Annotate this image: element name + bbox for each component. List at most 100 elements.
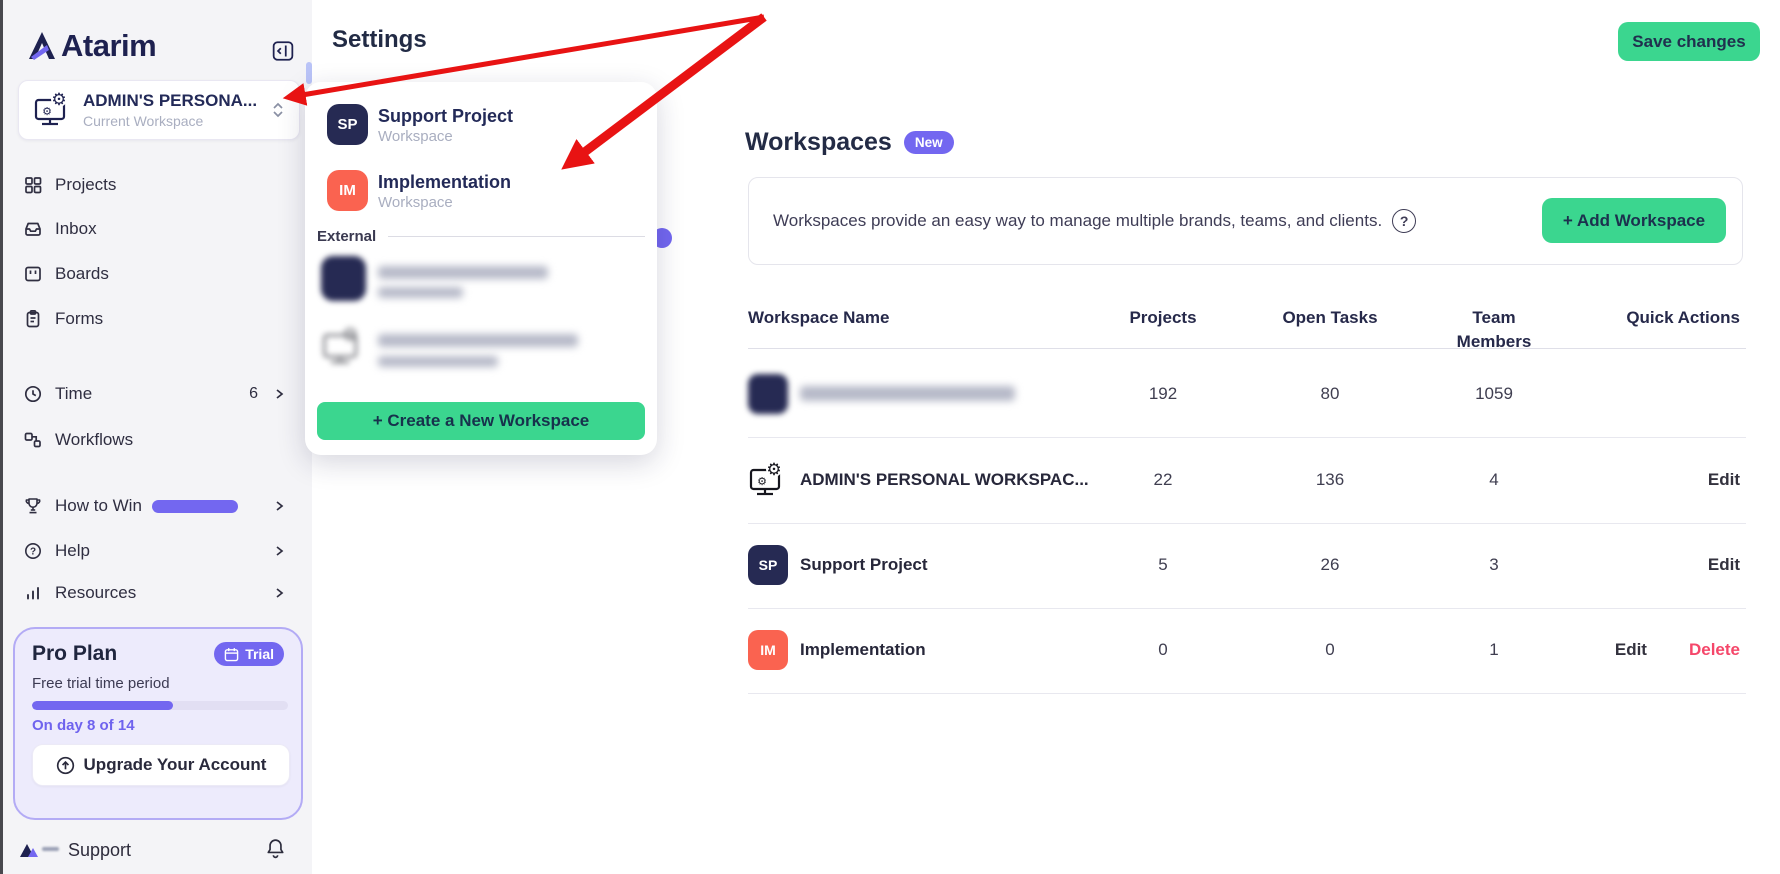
- boards-icon: [25, 266, 41, 282]
- chevron-up-down-icon[interactable]: [271, 101, 285, 119]
- save-changes-button[interactable]: Save changes: [1618, 22, 1760, 61]
- sidebar-item-forms[interactable]: Forms: [3, 297, 312, 341]
- redacted-workspace-type: [378, 287, 463, 298]
- support-partner-logo: [20, 844, 59, 857]
- table-divider: [748, 437, 1746, 438]
- add-workspace-button[interactable]: + Add Workspace: [1542, 198, 1726, 243]
- table-divider: [748, 608, 1746, 609]
- cell-open-tasks: 0: [1325, 640, 1335, 659]
- laptop-gear-icon: ⚙ ⚙: [748, 460, 788, 500]
- workspace-selector[interactable]: ⚙ ⚙ ADMIN'S PERSONA... Current Workspace: [18, 80, 300, 140]
- dropdown-item-implementation[interactable]: IM Implementation Workspace: [305, 170, 657, 228]
- workspace-name: ADMIN'S PERSONAL WORKSPAC...: [800, 470, 1089, 489]
- table-divider: [748, 693, 1746, 694]
- new-badge: New: [903, 131, 954, 154]
- arrow-up-circle-icon: [56, 756, 74, 774]
- col-header-quick-actions: Quick Actions: [1626, 308, 1740, 327]
- col-header-team-members: Team Members: [1456, 308, 1532, 351]
- table-divider: [748, 348, 1746, 349]
- cell-team-members: 1059: [1475, 384, 1513, 403]
- settings-title: Settings: [332, 26, 427, 53]
- trial-progress-track: [32, 701, 288, 710]
- svg-text:⚙: ⚙: [51, 90, 66, 110]
- workspace-avatar: SP: [327, 104, 368, 145]
- workspaces-info-card: Workspaces provide an easy way to manage…: [748, 177, 1743, 265]
- page-heading-row: Workspaces New: [745, 128, 954, 157]
- redacted-row-avatar: [748, 374, 788, 414]
- support-label: Support: [68, 839, 132, 860]
- cell-open-tasks: 26: [1320, 555, 1340, 574]
- sidebar-item-workflows[interactable]: Workflows: [3, 418, 312, 462]
- app-logo: Atarim: [25, 28, 157, 64]
- workspace-name: Support Project: [800, 555, 928, 574]
- notifications-bell-icon[interactable]: [265, 837, 286, 860]
- cell-projects: 5: [1158, 555, 1168, 574]
- create-workspace-button[interactable]: + Create a New Workspace: [317, 402, 645, 440]
- cell-open-tasks: 136: [1315, 470, 1345, 489]
- upgrade-account-button[interactable]: Upgrade Your Account: [32, 744, 290, 786]
- settings-scrollbar-thumb[interactable]: [306, 62, 312, 84]
- chevron-right-icon[interactable]: [272, 586, 286, 600]
- dropdown-item-support-project[interactable]: SP Support Project Workspace: [305, 104, 657, 162]
- col-header-open-tasks: Open Tasks: [1282, 308, 1378, 327]
- bar-chart-icon: [27, 587, 39, 600]
- chevron-right-icon[interactable]: [272, 387, 286, 401]
- clock-icon: [24, 385, 42, 403]
- trophy-icon: [25, 498, 41, 514]
- chevron-right-icon[interactable]: [272, 499, 286, 513]
- sidebar-item-projects[interactable]: Projects: [3, 163, 312, 207]
- sidebar-item-inbox[interactable]: Inbox: [3, 207, 312, 251]
- window-edge: [0, 0, 3, 874]
- current-workspace-name: ADMIN'S PERSONA...: [83, 91, 258, 110]
- sidebar: Atarim ⚙ ⚙ ADMIN'S PERSONA... Current Wo…: [3, 0, 312, 874]
- workflows-icon: [24, 432, 41, 448]
- logo-mark-icon: [29, 32, 55, 60]
- workspace-avatar: IM: [327, 170, 368, 211]
- support-row[interactable]: Support: [18, 836, 300, 864]
- cell-team-members: 1: [1489, 640, 1499, 659]
- workspaces-info-text: Workspaces provide an easy way to manage…: [773, 211, 1383, 230]
- col-header-projects: Projects: [1129, 308, 1197, 327]
- help-tooltip-icon[interactable]: ?: [1392, 209, 1417, 233]
- collapse-icon: [272, 41, 294, 61]
- hidden-nav-badge: [652, 228, 672, 248]
- trial-day-label: On day 8 of 14: [32, 717, 135, 734]
- cell-projects: 0: [1158, 640, 1168, 659]
- plan-title: Pro Plan: [32, 642, 118, 665]
- sidebar-item-time[interactable]: Time 6: [3, 372, 312, 416]
- cell-projects: 22: [1153, 470, 1173, 489]
- external-section-divider: External: [317, 228, 645, 245]
- sidebar-item-resources[interactable]: Resources: [3, 571, 312, 615]
- svg-text:⚙: ⚙: [342, 324, 359, 346]
- redacted-workspace-type: [378, 356, 498, 367]
- redacted-workspace-avatar: ⚙: [321, 324, 366, 369]
- table-divider: [748, 523, 1746, 524]
- delete-workspace-link[interactable]: Delete: [1688, 640, 1740, 659]
- workspace-avatar: IM: [748, 630, 788, 670]
- workspace-avatar: SP: [748, 545, 788, 585]
- forms-icon: [26, 309, 40, 328]
- svg-text:⚙: ⚙: [757, 475, 767, 488]
- sidebar-item-help[interactable]: ? Help: [3, 529, 312, 573]
- redacted-workspace-name: [378, 266, 548, 279]
- chevron-right-icon[interactable]: [272, 544, 286, 558]
- logo-text: Atarim: [61, 28, 157, 63]
- inbox-icon: [25, 222, 41, 236]
- sidebar-item-boards[interactable]: Boards: [3, 252, 312, 296]
- plan-subtitle: Free trial time period: [32, 675, 170, 692]
- help-circle-icon: ?: [25, 543, 41, 559]
- edit-workspace-link[interactable]: Edit: [1707, 555, 1740, 574]
- projects-grid-icon: [25, 177, 42, 194]
- svg-text:⚙: ⚙: [766, 460, 781, 480]
- laptop-gear-icon: ⚙ ⚙: [34, 90, 67, 126]
- sidebar-collapse-button[interactable]: [272, 40, 294, 62]
- edit-workspace-link[interactable]: Edit: [1707, 470, 1740, 489]
- svg-text:⚙: ⚙: [42, 105, 52, 118]
- time-count-badge: 6: [249, 385, 258, 402]
- how-to-win-progress-bar: [151, 499, 238, 513]
- edit-workspace-link[interactable]: Edit: [1614, 640, 1647, 659]
- cell-projects: 192: [1148, 384, 1178, 403]
- sidebar-item-how-to-win[interactable]: How to Win: [3, 484, 312, 528]
- cell-team-members: 4: [1489, 470, 1499, 489]
